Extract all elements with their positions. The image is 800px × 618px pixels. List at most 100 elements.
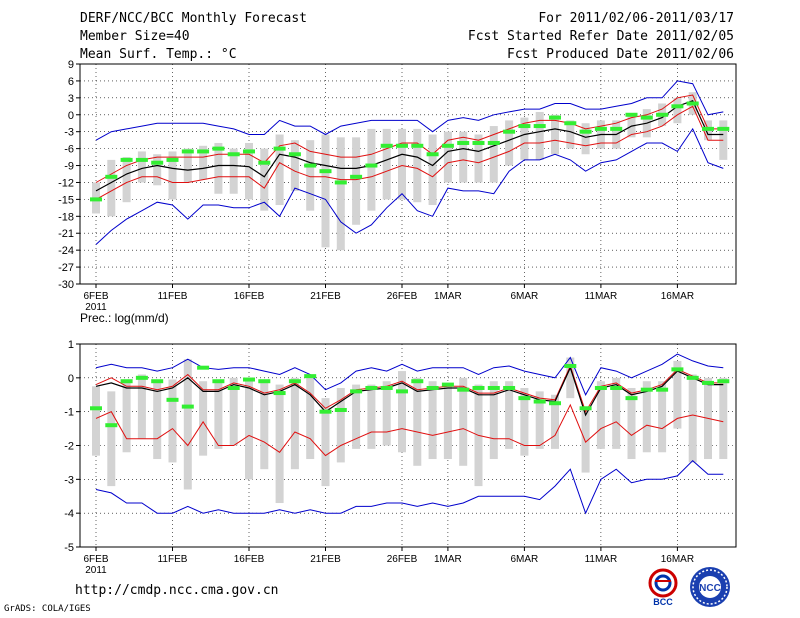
- spread-box: [596, 381, 605, 449]
- bcc-logo-text: BCC: [653, 597, 673, 607]
- y-tick-label: 9: [68, 59, 74, 71]
- spread-box: [214, 379, 223, 449]
- source-url: http://cmdp.ncc.cma.gov.cn: [75, 583, 279, 598]
- ncc-logo: NCC: [690, 567, 730, 607]
- spread-box: [535, 111, 544, 160]
- spread-box: [336, 387, 345, 463]
- green-marker: [656, 387, 669, 392]
- spread-box: [382, 381, 391, 446]
- green-marker: [350, 389, 363, 394]
- spread-box: [658, 381, 667, 453]
- y-tick-label: 1: [68, 339, 74, 351]
- plot-frame: [79, 63, 737, 285]
- green-marker: [717, 379, 730, 384]
- green-marker: [212, 146, 225, 151]
- green-marker: [181, 149, 194, 154]
- spread-box: [352, 137, 361, 225]
- spread-box: [214, 142, 223, 194]
- spread-box: [520, 117, 529, 160]
- spread-box: [336, 137, 345, 251]
- green-marker: [702, 126, 714, 131]
- ncc-logo-text: NCC: [699, 583, 721, 594]
- green-marker: [594, 385, 607, 390]
- green-marker: [702, 380, 714, 385]
- x-tick-label: 16MAR: [661, 291, 694, 302]
- chart-title: DERF/NCC/BCC Monthly Forecast: [80, 11, 307, 26]
- green-marker: [457, 387, 470, 392]
- spread-box: [122, 157, 131, 203]
- precipitation-title: Prec.: log(mm/d): [80, 311, 169, 325]
- spread-box: [551, 394, 559, 449]
- y-tick-label: 0: [68, 373, 74, 385]
- y-tick-label: -6: [64, 144, 74, 156]
- x-tick-label: 1MAR: [434, 291, 462, 302]
- spread-box: [137, 374, 146, 439]
- x-tick-year-label: 2011: [85, 302, 107, 313]
- y-tick-label: -3: [64, 127, 74, 139]
- spread-box: [474, 134, 483, 183]
- green-marker: [549, 115, 561, 120]
- spread-box: [290, 140, 299, 191]
- green-marker: [472, 385, 485, 390]
- green-marker: [487, 385, 500, 390]
- spread-box: [321, 398, 330, 487]
- green-marker: [380, 385, 393, 390]
- green-marker: [441, 143, 454, 148]
- spread-box: [428, 381, 437, 460]
- upper-spread-line: [95, 364, 724, 413]
- spread-box: [183, 359, 192, 490]
- x-tick-label: 6MAR: [511, 291, 539, 302]
- spread-box: [107, 159, 116, 217]
- spread-box: [398, 128, 406, 200]
- forecast-produced-date: Fcst Produced Date 2011/02/06: [507, 47, 734, 62]
- green-marker: [457, 140, 470, 145]
- green-marker: [151, 379, 164, 384]
- spread-box: [535, 391, 544, 449]
- y-tick-label: -24: [58, 245, 74, 257]
- x-tick-label: 11MAR: [585, 554, 618, 565]
- spread-box: [413, 128, 422, 203]
- spread-box: [229, 148, 238, 194]
- upper-bound-line: [95, 80, 724, 141]
- x-tick-label: 6FEB: [83, 554, 108, 565]
- green-marker: [396, 389, 408, 394]
- spread-box: [153, 154, 162, 186]
- y-tick-label: -9: [64, 161, 74, 173]
- green-marker: [365, 163, 378, 168]
- green-marker: [227, 152, 240, 157]
- spread-box: [321, 134, 330, 248]
- spread-box: [673, 360, 682, 429]
- green-marker: [717, 126, 730, 131]
- green-marker: [135, 157, 148, 162]
- green-marker: [304, 163, 317, 168]
- green-marker: [90, 406, 102, 411]
- spread-box: [520, 387, 529, 456]
- green-marker: [671, 104, 684, 109]
- y-tick-label: 0: [68, 110, 74, 122]
- green-marker: [258, 379, 271, 384]
- green-marker: [426, 152, 439, 157]
- x-tick-label: 11FEB: [158, 291, 188, 302]
- y-tick-label: -21: [58, 228, 74, 240]
- spread-box: [260, 148, 269, 211]
- green-marker: [411, 143, 424, 148]
- lower-spread-line: [95, 403, 724, 457]
- green-marker: [120, 379, 133, 384]
- spread-box: [137, 151, 146, 183]
- x-tick-label: 21FEB: [310, 554, 341, 565]
- spread-box: [245, 142, 253, 200]
- green-marker: [380, 143, 393, 148]
- x-tick-label: 6FEB: [83, 291, 108, 302]
- lower-spread-line: [95, 105, 724, 200]
- green-marker: [640, 387, 653, 392]
- green-marker: [334, 407, 347, 412]
- bcc-logo: BCC: [648, 568, 678, 607]
- green-marker: [120, 157, 133, 162]
- forecast-period: For 2011/02/06-2011/03/17: [538, 11, 734, 26]
- spread-box: [642, 381, 651, 453]
- x-tick-label: 11MAR: [585, 291, 618, 302]
- spread-box: [688, 374, 697, 463]
- green-marker: [518, 124, 531, 129]
- variable-label: Mean Surf. Temp.: °C: [80, 47, 237, 62]
